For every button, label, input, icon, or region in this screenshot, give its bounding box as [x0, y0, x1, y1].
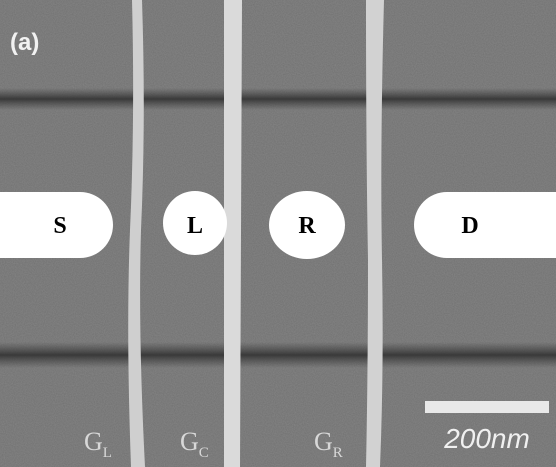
figure-tag: (a): [10, 29, 39, 56]
region-label: R: [298, 213, 316, 239]
micrograph: (a) S L R D GL GC GR 200nm: [0, 0, 556, 467]
mesa-edge: [0, 88, 556, 110]
drain-pad: [414, 192, 556, 258]
gate-subscript: L: [103, 445, 112, 461]
page: {"figure_tag": "(a)", "regions": {"sourc…: [0, 0, 556, 467]
mesa-edge: [0, 342, 556, 368]
gate-name: G: [314, 427, 333, 456]
gate-line: [224, 0, 242, 467]
gate-line: [366, 0, 384, 467]
region-label: L: [187, 213, 203, 239]
gate-name: G: [180, 427, 199, 456]
region-label: D: [461, 213, 478, 239]
gate-subscript: R: [333, 445, 343, 461]
scale-bar: [425, 401, 549, 413]
gate-name: G: [84, 427, 103, 456]
scale-label: 200nm: [443, 423, 530, 454]
region-label: S: [53, 213, 66, 239]
gate-subscript: C: [199, 445, 209, 461]
